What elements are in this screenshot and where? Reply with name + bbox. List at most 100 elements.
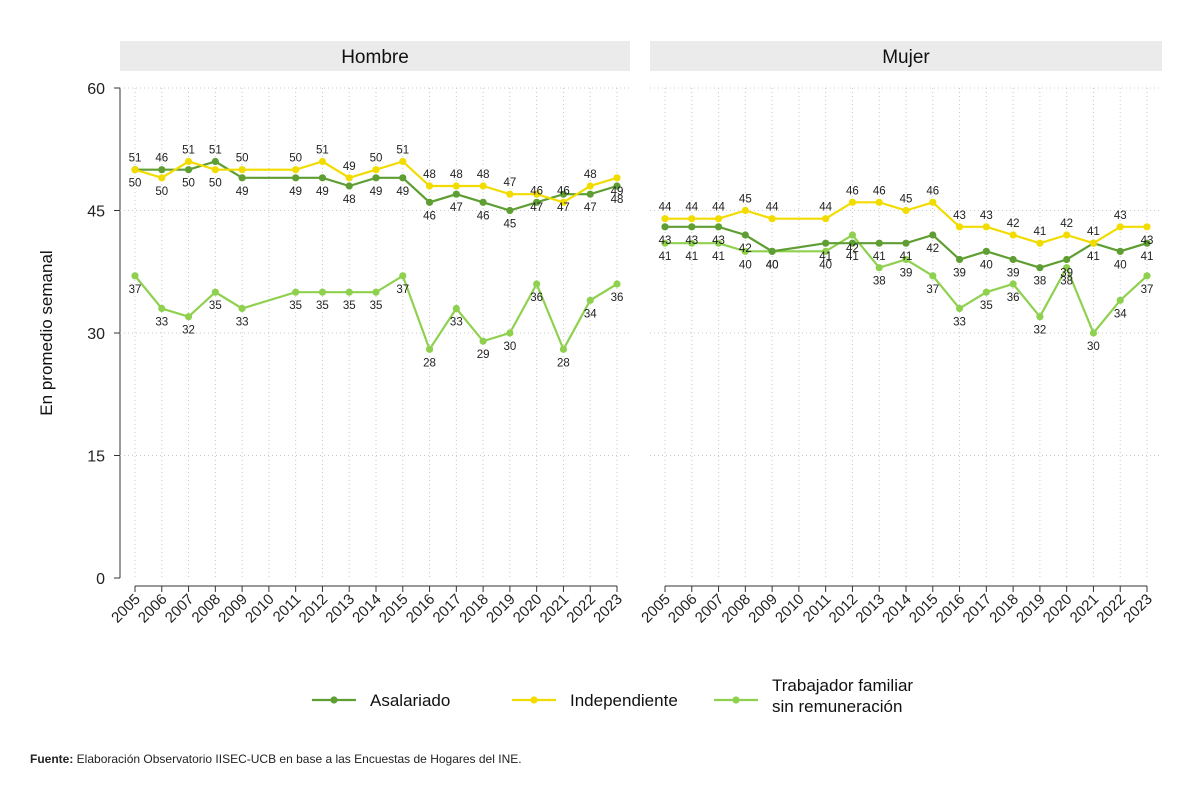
- data-point: [1116, 223, 1124, 231]
- data-label: 46: [846, 185, 859, 197]
- data-point: [292, 288, 300, 296]
- data-point: [1036, 239, 1044, 247]
- legend-item: Trabajador familiar sin remuneración: [714, 676, 913, 716]
- data-point: [158, 166, 166, 174]
- data-point: [929, 272, 937, 280]
- data-point: [714, 215, 723, 223]
- data-label: 36: [1007, 292, 1020, 304]
- data-point: [741, 231, 749, 239]
- data-point: [688, 215, 696, 223]
- y-tick-label: 45: [87, 204, 105, 221]
- data-label: 37: [129, 284, 142, 296]
- data-point: [533, 280, 541, 288]
- data-label: 48: [450, 169, 463, 181]
- x-tick-label: 2015: [906, 591, 942, 627]
- x-tick-label: 2007: [162, 591, 198, 627]
- data-point: [586, 190, 594, 198]
- data-point: [1063, 255, 1071, 264]
- data-label: 39: [1060, 268, 1073, 280]
- data-point: [822, 247, 830, 255]
- data-label: 32: [1033, 325, 1046, 337]
- data-point: [184, 313, 193, 321]
- data-label: 37: [1141, 284, 1154, 296]
- x-tick-label: 2012: [296, 591, 332, 627]
- x-tick-label: 2005: [638, 591, 674, 627]
- x-tick-label: 2009: [215, 591, 251, 627]
- x-tick-label: 2023: [1120, 591, 1156, 627]
- x-tick-label: 2022: [563, 591, 599, 627]
- x-tick-label: 2018: [456, 591, 492, 627]
- series-independiente: [661, 198, 1151, 247]
- data-point: [345, 288, 353, 296]
- panel-strip: [650, 41, 1162, 71]
- data-label: 49: [236, 186, 249, 198]
- x-tick-label: 2022: [1093, 591, 1129, 627]
- data-label: 47: [530, 202, 543, 214]
- series-trabajador: [131, 272, 621, 353]
- data-label: 43: [659, 235, 672, 247]
- data-point: [875, 264, 883, 272]
- data-label: 41: [1033, 226, 1046, 238]
- x-tick-label: 2011: [800, 591, 835, 626]
- data-point: [688, 223, 696, 231]
- data-point: [586, 182, 594, 190]
- data-label: 33: [450, 317, 463, 329]
- data-label: 35: [209, 300, 222, 312]
- source-text: Elaboración Observatorio IISEC-UCB en ba…: [73, 752, 522, 766]
- x-tick-label: 2016: [403, 591, 439, 627]
- data-label: 37: [926, 284, 939, 296]
- data-point: [1009, 280, 1017, 288]
- x-tick-label: 2019: [483, 591, 519, 627]
- legend-label: Trabajador familiar: [772, 676, 913, 695]
- data-point: [479, 337, 487, 345]
- data-point: [452, 182, 460, 190]
- data-point: [982, 288, 990, 296]
- x-tick-label: 2007: [692, 591, 728, 627]
- x-tick-label: 2021: [1067, 591, 1103, 627]
- x-tick-label: 2014: [349, 591, 385, 627]
- data-point: [902, 255, 910, 264]
- x-tick-label: 2006: [135, 591, 171, 627]
- data-label: 41: [1087, 251, 1100, 263]
- data-point: [506, 329, 514, 337]
- panel-title: Mujer: [882, 47, 930, 68]
- legend-swatch-marker: [330, 696, 338, 704]
- data-point: [1143, 223, 1151, 231]
- data-label: 41: [1087, 226, 1100, 238]
- data-label: 42: [739, 243, 752, 255]
- data-label: 35: [343, 300, 356, 312]
- series-independiente: [131, 157, 621, 206]
- data-label: 42: [1007, 218, 1020, 230]
- data-point: [688, 239, 696, 247]
- data-label: 41: [900, 251, 913, 263]
- x-tick-label: 2012: [826, 591, 862, 627]
- data-label: 43: [953, 210, 966, 222]
- data-label: 50: [155, 186, 168, 198]
- series-line: [665, 233, 1148, 336]
- data-point: [372, 288, 380, 296]
- data-point: [822, 215, 830, 223]
- x-tick-label: 2017: [960, 591, 996, 627]
- data-point: [1143, 239, 1151, 247]
- panel-strip: [120, 41, 630, 71]
- panel-mujer: Mujer20052006200720082009201020112012201…: [638, 41, 1162, 626]
- data-label: 37: [396, 284, 409, 296]
- data-point: [559, 345, 568, 353]
- data-point: [955, 255, 964, 264]
- data-label: 30: [1087, 341, 1100, 353]
- data-point: [211, 157, 219, 166]
- data-label: 40: [739, 259, 752, 271]
- data-point: [586, 296, 594, 304]
- data-label: 50: [236, 153, 249, 165]
- data-label: 39: [953, 268, 966, 280]
- data-label: 51: [129, 153, 142, 165]
- data-label: 35: [370, 300, 383, 312]
- data-point: [848, 231, 857, 239]
- data-label: 44: [685, 202, 698, 214]
- data-point: [184, 166, 193, 174]
- data-label: 44: [819, 202, 832, 214]
- source-label: Fuente:: [30, 752, 74, 766]
- data-point: [1063, 264, 1071, 272]
- data-point: [479, 198, 487, 206]
